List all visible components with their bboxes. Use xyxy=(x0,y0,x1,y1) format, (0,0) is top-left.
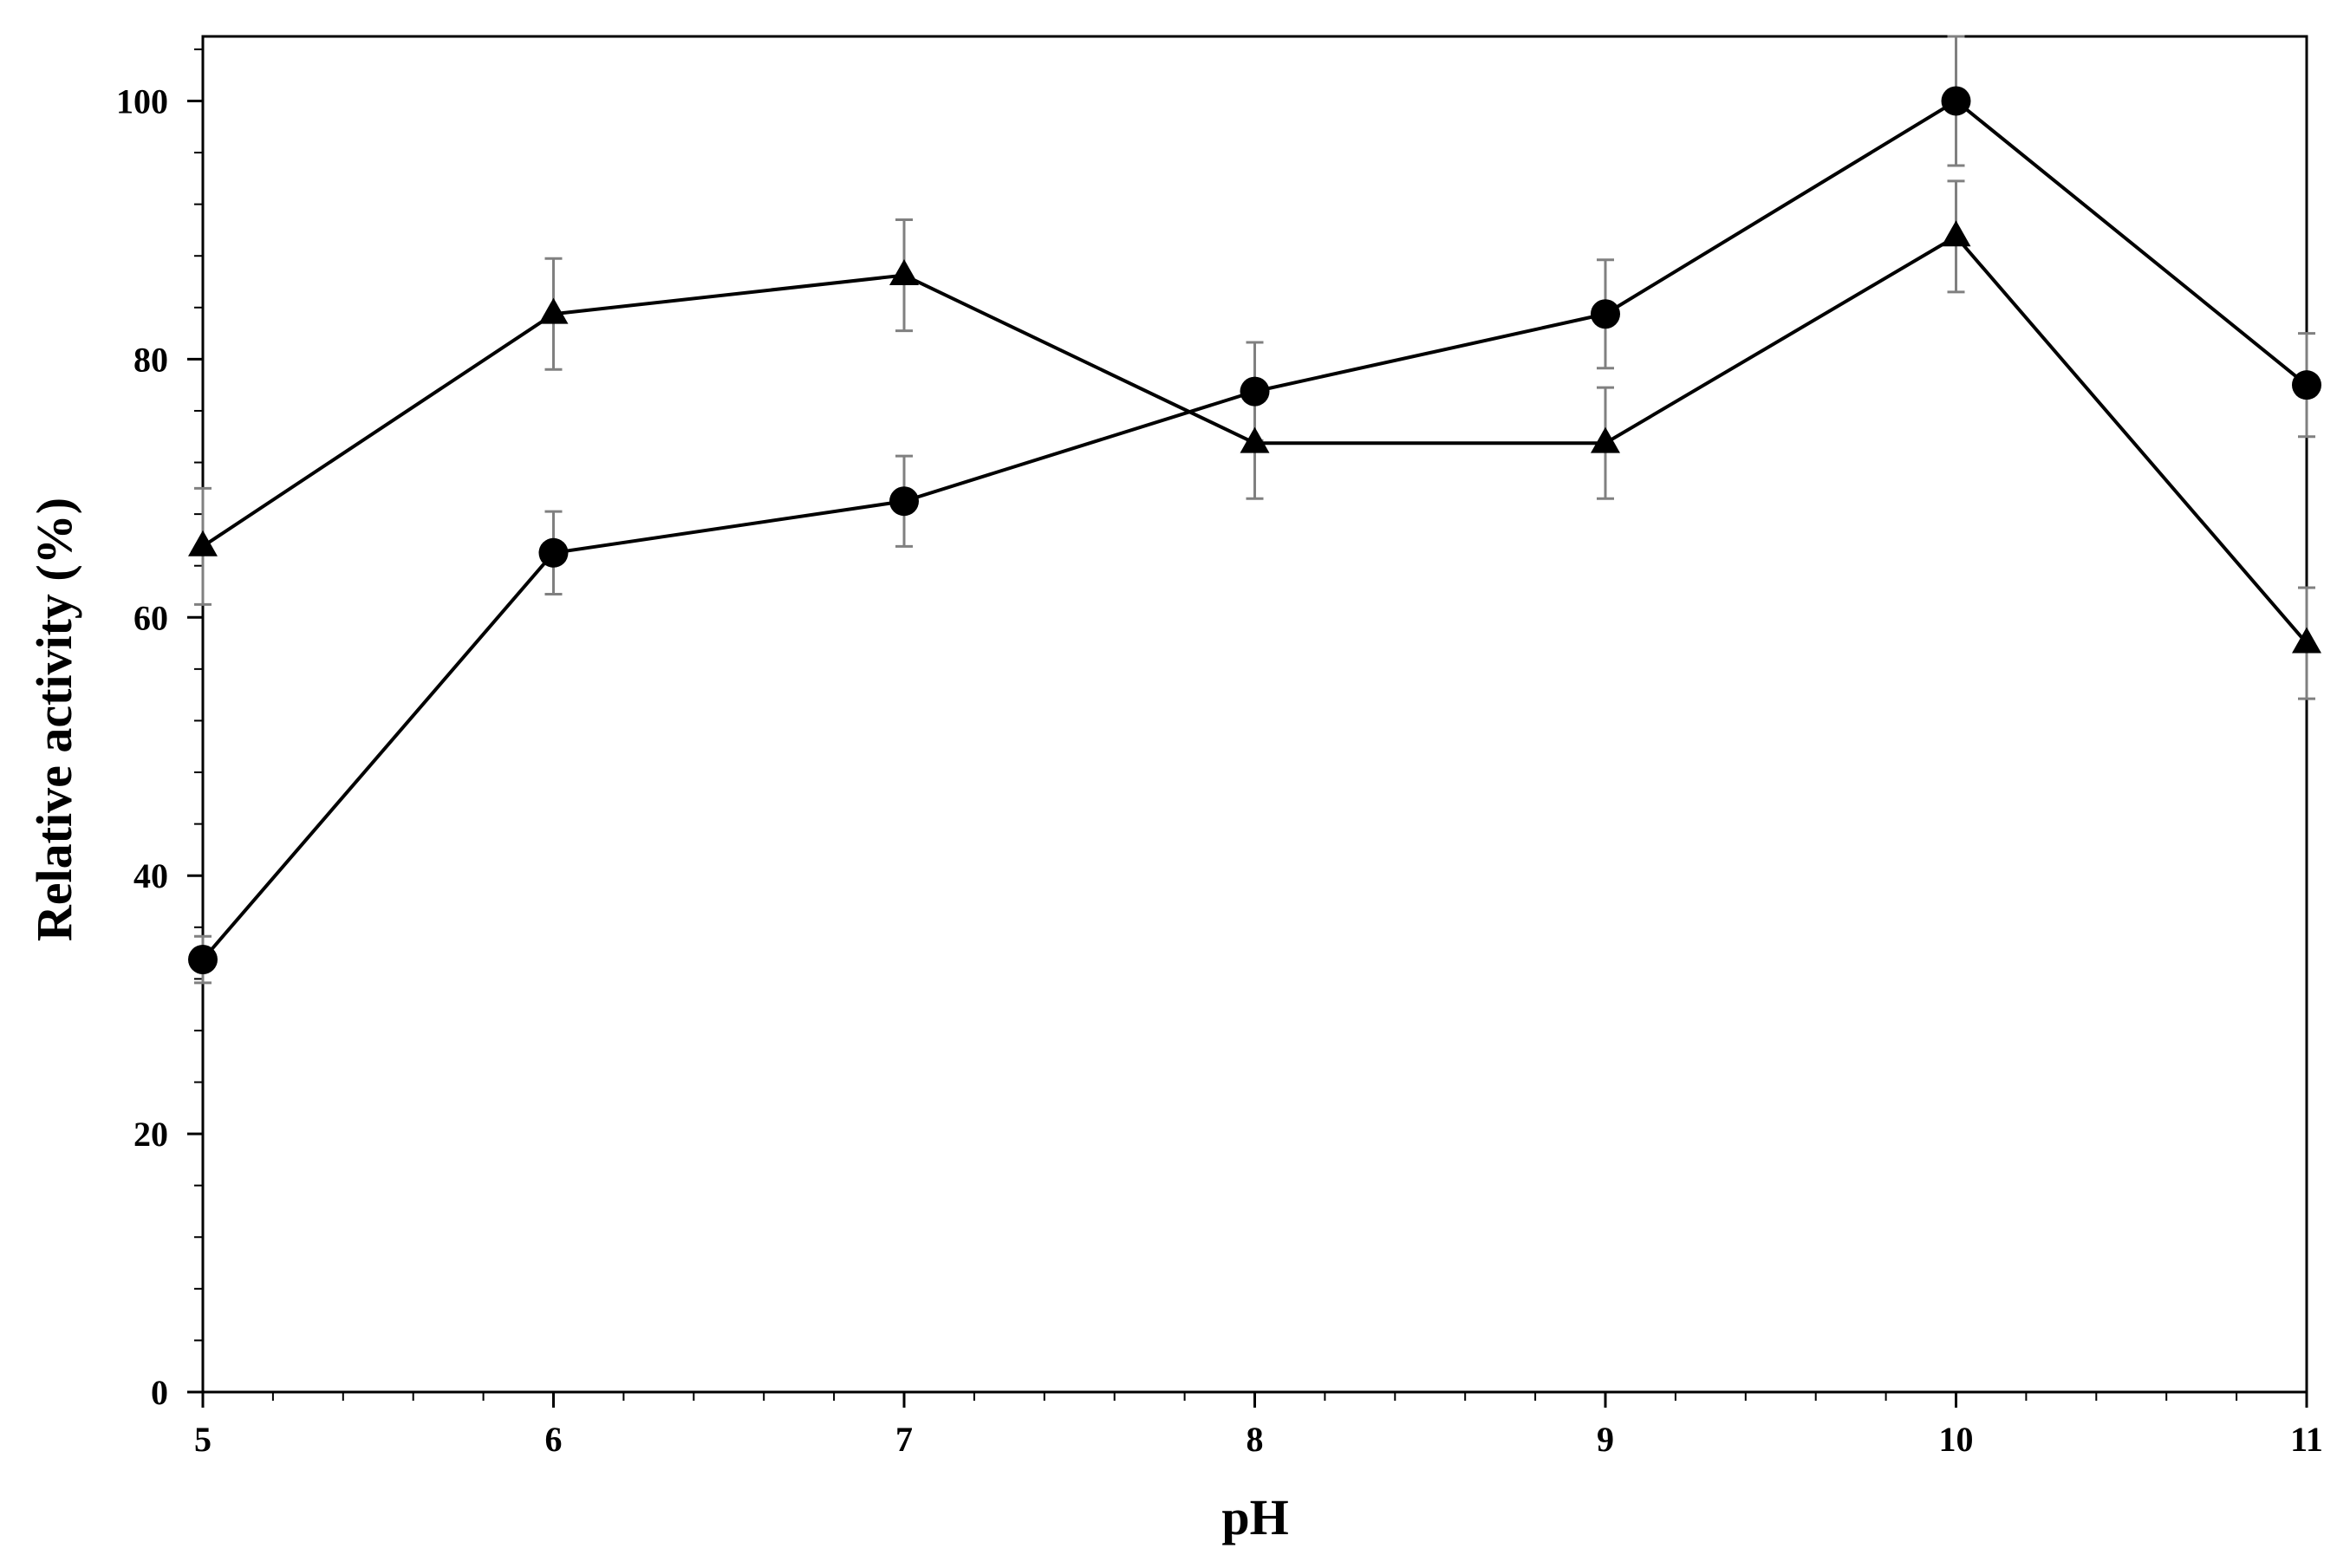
data-point-circle xyxy=(1941,86,1971,116)
x-tick-label: 10 xyxy=(1939,1420,1974,1459)
data-point-triangle xyxy=(1941,220,1971,247)
x-tick-label: 5 xyxy=(194,1420,212,1459)
x-axis-title: pH xyxy=(1221,1489,1288,1545)
series-lines xyxy=(201,99,2308,961)
data-point-triangle xyxy=(1240,426,1270,453)
y-axis-title: Relative activity (%) xyxy=(26,498,82,941)
data-point-triangle xyxy=(889,258,919,285)
data-point-circle xyxy=(538,537,569,568)
y-tick-label: 60 xyxy=(133,598,168,637)
y-tick-label: 20 xyxy=(133,1115,168,1154)
data-point-triangle xyxy=(1591,426,1620,453)
plot-frame xyxy=(201,35,2308,1394)
y-tick-labels: 0 20 40 60 80 100 xyxy=(116,81,203,1412)
x-tick-label: 8 xyxy=(1247,1420,1264,1459)
markers xyxy=(188,86,2321,975)
series-line-circle xyxy=(201,99,2308,961)
x-tick-labels: 5 6 7 8 9 10 11 xyxy=(194,1392,2323,1459)
minor-ticks xyxy=(194,48,2308,1401)
data-point-circle xyxy=(1240,376,1270,407)
data-point-triangle xyxy=(538,297,569,324)
y-tick-label: 100 xyxy=(116,81,168,120)
x-tick-label: 11 xyxy=(2290,1420,2323,1459)
data-point-circle xyxy=(1591,299,1620,329)
data-point-triangle xyxy=(2292,627,2321,654)
y-tick-label: 40 xyxy=(133,856,168,895)
x-tick-label: 9 xyxy=(1597,1420,1614,1459)
errorbars xyxy=(194,35,2315,985)
x-tick-label: 6 xyxy=(545,1420,563,1459)
data-point-circle xyxy=(889,486,919,517)
data-point-triangle xyxy=(188,530,218,556)
y-tick-label: 80 xyxy=(133,340,168,379)
data-point-circle xyxy=(188,945,218,975)
x-tick-label: 7 xyxy=(895,1420,913,1459)
y-tick-label: 0 xyxy=(151,1373,168,1412)
data-point-circle xyxy=(2292,370,2321,400)
plot-area-border xyxy=(201,35,2308,1394)
